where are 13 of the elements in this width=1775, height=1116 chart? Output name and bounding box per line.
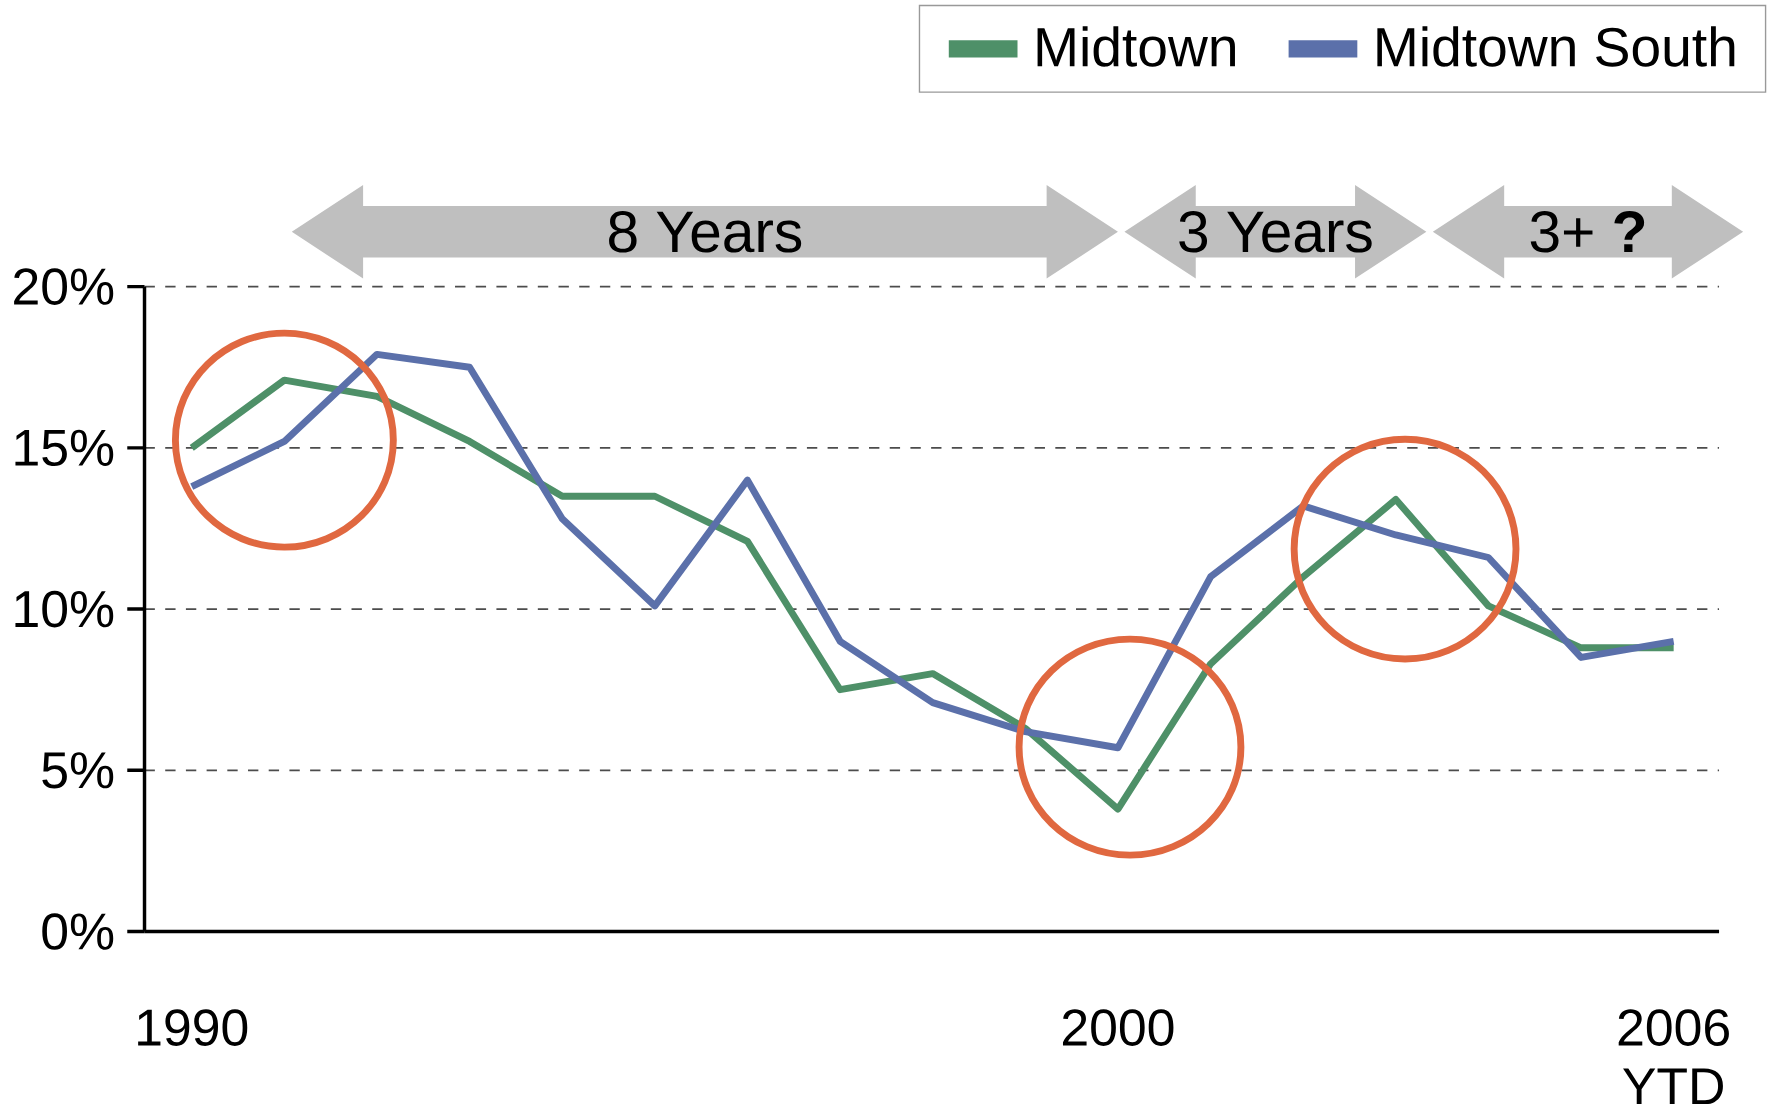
x-tick-label: 1990 bbox=[138, 1009, 248, 1047]
y-tick-label: 15% bbox=[15, 429, 114, 467]
y-tick-label: 20% bbox=[14, 268, 114, 306]
text: 3 Years bbox=[1179, 211, 1372, 253]
y-tick-label: 0% bbox=[42, 913, 114, 951]
text: 3+ ? bbox=[1530, 211, 1645, 253]
y-tick-label: 5% bbox=[42, 752, 114, 789]
legend-label: Midtown South bbox=[1377, 26, 1735, 67]
x-tick-label: 2006 YTD bbox=[1618, 1009, 1729, 1105]
y-tick-label: 10% bbox=[15, 590, 114, 628]
text: 8 Years bbox=[609, 211, 802, 253]
x-tick-label: 2000 bbox=[1062, 1009, 1174, 1047]
legend-label: Midtown bbox=[1037, 26, 1235, 67]
